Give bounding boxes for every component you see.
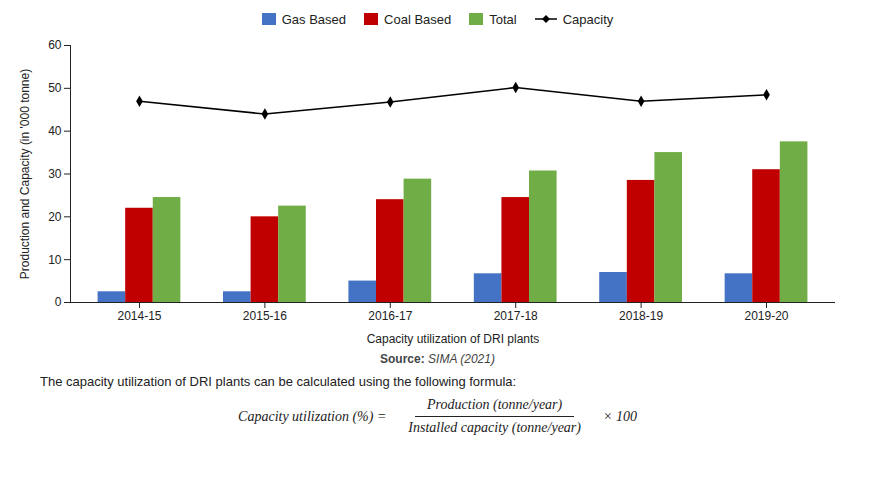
html-text:Production (tonne/year): Production (tonne/year) [427, 397, 563, 412]
svg-text:Capacity utilization of DRI pl: Capacity utilization of DRI plants [367, 332, 540, 346]
html-text:Gas Based: Gas Based [281, 11, 346, 27]
svg-text:10: 10 [48, 253, 62, 267]
html-text:× 100: × 100 [603, 408, 637, 424]
html-text:Capacity: Capacity [562, 11, 614, 27]
svg-text:30: 30 [48, 167, 62, 181]
html-text:Total: Total [489, 11, 517, 27]
svg-text:2018-19: 2018-19 [619, 309, 663, 323]
svg-text:2019-20: 2019-20 [745, 309, 789, 323]
html-text:Installed capacity (tonne/year: Installed capacity (tonne/year) [408, 420, 581, 435]
svg-text:2017-18: 2017-18 [494, 309, 538, 323]
svg-text:60: 60 [48, 38, 62, 52]
svg-text:Production and Capacity (in '0: Production and Capacity (in '000 tonne) [18, 69, 32, 279]
svg-text:2016-17: 2016-17 [368, 309, 412, 323]
svg-text:40: 40 [48, 124, 62, 138]
svg-text:2014-15: 2014-15 [117, 309, 161, 323]
svg-text:0: 0 [55, 295, 62, 309]
svg-text:50: 50 [48, 81, 62, 95]
html-text:Capacity utilization (%) =: Capacity utilization (%) = [238, 408, 387, 424]
svg-text:20: 20 [48, 210, 62, 224]
html-text:The capacity utilization of DR: The capacity utilization of DRI plants c… [40, 374, 517, 389]
html-text:Coal Based: Coal Based [384, 11, 452, 27]
svg-text:2015-16: 2015-16 [243, 309, 287, 323]
html-text:Source: SIMA (2021): Source: SIMA (2021) [380, 352, 495, 366]
